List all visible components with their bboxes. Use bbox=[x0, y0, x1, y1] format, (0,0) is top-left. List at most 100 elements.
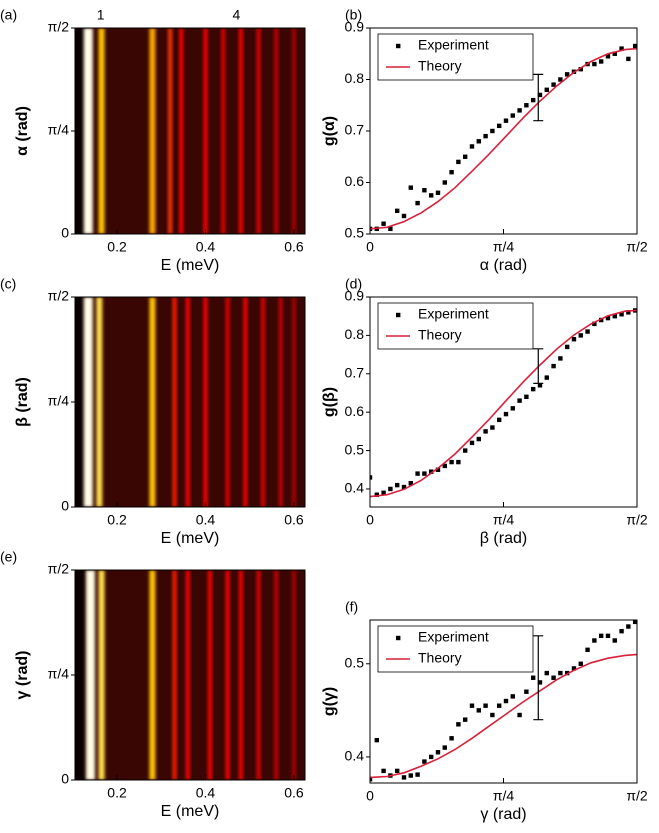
x-tick-label: 0 bbox=[366, 512, 374, 528]
data-point bbox=[626, 624, 631, 629]
data-point bbox=[524, 689, 529, 694]
panel-label: (b) bbox=[345, 7, 362, 23]
x-tick-label: π/2 bbox=[626, 512, 648, 528]
x-tick-label: 0 bbox=[366, 239, 374, 255]
data-point bbox=[456, 159, 461, 165]
x-tick-label: π/4 bbox=[493, 512, 515, 528]
heatmap-stripe bbox=[221, 28, 226, 234]
peak-annotation: 4 bbox=[233, 7, 241, 23]
data-point bbox=[612, 51, 617, 56]
y-tick-label: π/2 bbox=[48, 19, 70, 35]
data-point bbox=[388, 486, 393, 492]
y-tick-label: π/2 bbox=[48, 288, 70, 304]
y-tick-label: 0.9 bbox=[345, 19, 365, 35]
heatmap-stripe bbox=[238, 570, 243, 780]
y-axis-title: β (rad) bbox=[14, 377, 31, 427]
data-point bbox=[469, 703, 475, 708]
data-point bbox=[537, 383, 543, 388]
data-point bbox=[462, 717, 468, 722]
y-tick-label: 0.5 bbox=[345, 654, 365, 670]
data-point bbox=[592, 61, 597, 67]
y-axis-title: γ (rad) bbox=[14, 651, 31, 700]
data-point bbox=[456, 459, 461, 465]
data-point bbox=[544, 670, 549, 676]
data-point bbox=[626, 56, 631, 62]
heatmap-stripe bbox=[168, 28, 173, 234]
heatmap-stripe bbox=[278, 297, 283, 507]
legend-label: Theory bbox=[418, 58, 462, 74]
data-point bbox=[496, 417, 502, 423]
data-point bbox=[394, 208, 400, 214]
data-point bbox=[564, 72, 570, 77]
data-point bbox=[619, 312, 624, 317]
peak-annotation: 1 bbox=[97, 7, 105, 23]
heatmap-stripe bbox=[149, 570, 156, 780]
data-point bbox=[510, 113, 515, 118]
data-point bbox=[483, 703, 488, 708]
y-tick-label: 0.4 bbox=[345, 480, 365, 496]
y-axis-title: α (rad) bbox=[14, 106, 31, 156]
data-point bbox=[537, 92, 543, 98]
data-point bbox=[422, 188, 427, 193]
legend-box bbox=[377, 625, 534, 673]
data-point bbox=[510, 406, 515, 411]
data-point bbox=[456, 722, 461, 727]
data-point bbox=[544, 375, 549, 380]
legend-label: Theory bbox=[418, 650, 462, 666]
data-point bbox=[558, 356, 563, 361]
data-point bbox=[571, 666, 577, 671]
legend-box bbox=[377, 302, 534, 350]
legend-label: Experiment bbox=[418, 306, 489, 322]
data-point bbox=[496, 703, 502, 708]
heatmap-stripe bbox=[172, 570, 177, 780]
x-axis-title: E (meV) bbox=[161, 803, 220, 820]
heatmap-stripe bbox=[207, 570, 212, 780]
x-tick-label: π/2 bbox=[626, 239, 648, 255]
legend-swatch bbox=[396, 312, 401, 318]
heatmap-stripe bbox=[291, 570, 296, 780]
data-point bbox=[388, 226, 393, 232]
data-point bbox=[401, 484, 407, 490]
error-bar bbox=[533, 73, 544, 122]
data-point bbox=[598, 317, 604, 323]
y-tick-label: 0 bbox=[61, 225, 69, 241]
data-point bbox=[496, 123, 502, 129]
data-point bbox=[490, 128, 495, 134]
heatmap-stripe bbox=[274, 570, 279, 780]
y-tick-label: π/2 bbox=[48, 561, 70, 577]
x-axis-title: γ (rad) bbox=[480, 806, 526, 823]
heatmap-stripe bbox=[260, 297, 265, 507]
heatmap-stripe bbox=[98, 570, 105, 780]
x-axis-title: α (rad) bbox=[480, 257, 527, 274]
data-point bbox=[483, 429, 488, 434]
x-axis-title: β (rad) bbox=[480, 530, 527, 547]
panel-label: (d) bbox=[345, 276, 362, 292]
theory-line bbox=[370, 653, 637, 779]
y-tick-label: 0.5 bbox=[345, 441, 365, 457]
data-point bbox=[415, 772, 420, 777]
y-tick-label: 0.9 bbox=[345, 288, 365, 304]
x-tick-label: π/4 bbox=[493, 788, 515, 804]
data-point bbox=[462, 154, 468, 159]
data-point bbox=[428, 754, 434, 760]
x-tick-label: 0.4 bbox=[196, 512, 216, 528]
heatmap bbox=[75, 28, 305, 234]
data-point bbox=[449, 459, 454, 465]
data-point bbox=[530, 97, 536, 103]
data-point bbox=[490, 425, 495, 430]
data-point bbox=[422, 471, 427, 476]
data-point bbox=[578, 661, 583, 666]
x-axis-title: E (meV) bbox=[161, 530, 220, 547]
heatmap-stripe bbox=[172, 297, 177, 507]
heatmap-bg-dark bbox=[75, 297, 87, 507]
data-point bbox=[401, 213, 407, 219]
y-tick-label: 0.6 bbox=[345, 403, 365, 419]
heatmap-stripe bbox=[185, 570, 190, 780]
heatmap-stripe bbox=[149, 28, 156, 234]
theory-line bbox=[370, 47, 637, 230]
heatmap-stripe bbox=[238, 28, 243, 234]
data-point bbox=[626, 310, 631, 315]
data-point bbox=[578, 67, 583, 72]
data-point bbox=[483, 133, 488, 139]
heatmap-stripe bbox=[179, 28, 184, 234]
